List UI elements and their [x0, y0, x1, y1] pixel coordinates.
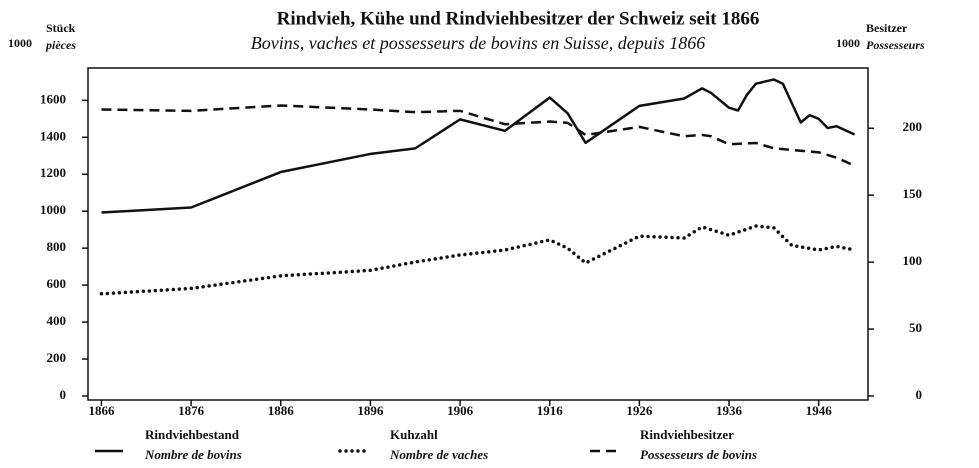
- legend-sublabel: Nombre de vaches: [389, 447, 488, 462]
- y-tick-label: 200: [47, 350, 67, 365]
- legend-sublabel: Nombre de bovins: [144, 447, 242, 462]
- x-tick-label: 1936: [716, 403, 743, 418]
- y-unit: 1000: [8, 36, 32, 50]
- series-line: [99, 224, 857, 296]
- y-tick-label: 600: [47, 276, 67, 291]
- legend-sublabel: Possesseurs de bovins: [640, 447, 757, 462]
- y2-label-fr: Possesseurs: [866, 38, 925, 52]
- y-tick-label: 1200: [40, 165, 66, 180]
- legend-label: Kuhzahl: [390, 427, 438, 442]
- series-line: [101, 78, 856, 214]
- x-tick-label: 1906: [447, 403, 474, 418]
- y2-unit: 1000: [836, 36, 860, 50]
- y-label: Stück: [46, 21, 76, 35]
- legend-label: Rindviehbestand: [145, 427, 240, 442]
- x-tick-label: 1876: [178, 403, 205, 418]
- y-tick-label: 1600: [40, 91, 66, 106]
- y2-tick-label: 50: [909, 320, 922, 335]
- y-label-fr: pièces: [45, 38, 76, 52]
- y2-tick-label: 150: [903, 186, 923, 201]
- y-tick-label: 1000: [40, 202, 66, 217]
- x-tick-label: 1866: [88, 403, 115, 418]
- y-tick-label: 800: [47, 239, 67, 254]
- y-tick-label: 1400: [40, 128, 66, 143]
- plot-frame: [87, 67, 869, 401]
- x-tick-label: 1926: [626, 403, 653, 418]
- y2-label: Besitzer: [866, 21, 908, 35]
- chart-title: Rindvieh, Kühe und Rindviehbesitzer der …: [277, 8, 760, 29]
- y-tick-label: 400: [47, 313, 67, 328]
- x-tick-label: 1896: [357, 403, 384, 418]
- x-tick-label: 1886: [268, 403, 295, 418]
- series-line: [101, 104, 856, 167]
- chart-subtitle: Bovins, vaches et possesseurs de bovins …: [251, 33, 705, 53]
- y2-tick-label: 200: [903, 119, 923, 134]
- x-tick-label: 1946: [806, 403, 833, 418]
- y2-tick-label: 0: [916, 387, 923, 402]
- x-tick-label: 1916: [537, 403, 564, 418]
- legend-label: Rindviehbesitzer: [640, 427, 734, 442]
- y-tick-label: 0: [60, 387, 67, 402]
- y2-tick-label: 100: [903, 253, 923, 268]
